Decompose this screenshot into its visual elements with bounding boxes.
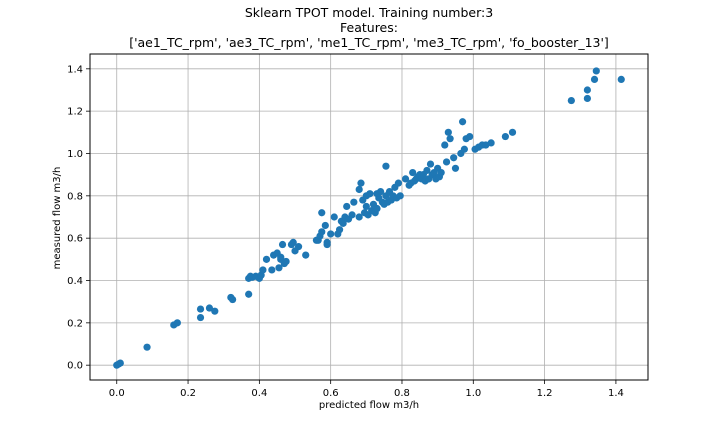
chart-title: Sklearn TPOT model. Training number:3 bbox=[245, 5, 493, 20]
data-point bbox=[143, 343, 151, 351]
data-point bbox=[335, 226, 344, 234]
y-tick-label: 0.8 bbox=[67, 191, 83, 202]
y-axis-ticks: 0.0 0.2 0.4 0.6 0.8 1.0 1.2 1.4 bbox=[67, 64, 90, 372]
data-point bbox=[259, 266, 267, 274]
data-point bbox=[289, 238, 297, 247]
data-point bbox=[275, 264, 283, 272]
data-point bbox=[318, 228, 326, 236]
data-point bbox=[277, 253, 285, 261]
data-point bbox=[401, 175, 410, 183]
data-point bbox=[321, 221, 329, 230]
data-point bbox=[318, 209, 326, 217]
data-point bbox=[487, 139, 495, 147]
data-point bbox=[376, 187, 385, 196]
data-point bbox=[348, 211, 356, 219]
data-point bbox=[330, 213, 338, 221]
x-axis-label: predicted flow m3/h bbox=[319, 400, 419, 411]
x-tick-label: 0.2 bbox=[180, 388, 196, 399]
data-point bbox=[466, 132, 474, 141]
x-tick-label: 0.8 bbox=[394, 388, 410, 399]
data-point bbox=[583, 94, 591, 103]
data-point bbox=[268, 266, 276, 274]
data-point bbox=[592, 67, 600, 75]
y-tick-label: 0.6 bbox=[67, 234, 83, 245]
data-point bbox=[196, 313, 205, 322]
x-tick-label: 1.2 bbox=[537, 388, 553, 399]
data-point bbox=[501, 132, 509, 141]
data-point bbox=[357, 179, 365, 187]
chart-subtitle-line-2: ['ae1_TC_rpm', 'ae3_TC_rpm', 'me1_TC_rpm… bbox=[129, 35, 609, 50]
y-tick-label: 1.4 bbox=[67, 64, 83, 75]
data-point bbox=[294, 243, 303, 251]
data-points bbox=[113, 67, 625, 369]
data-point bbox=[617, 75, 625, 84]
data-point bbox=[460, 145, 468, 153]
data-point bbox=[373, 204, 381, 213]
data-point bbox=[366, 190, 374, 198]
data-point bbox=[590, 75, 599, 84]
data-point bbox=[446, 135, 454, 143]
data-point bbox=[323, 240, 331, 249]
data-point bbox=[262, 255, 271, 263]
data-point bbox=[458, 118, 467, 126]
data-point bbox=[396, 192, 404, 200]
y-tick-label: 0.2 bbox=[67, 318, 83, 329]
data-point bbox=[437, 168, 445, 177]
data-point bbox=[441, 141, 449, 149]
data-point bbox=[382, 162, 390, 170]
x-axis-ticks: 0.0 0.2 0.4 0.6 0.8 1.0 1.2 1.4 bbox=[109, 380, 624, 399]
chart-subtitle-line-1: Features: bbox=[340, 20, 398, 35]
data-point bbox=[409, 168, 417, 177]
data-point bbox=[116, 359, 124, 367]
plot-area-frame bbox=[89, 53, 649, 381]
x-tick-label: 1.4 bbox=[608, 388, 624, 399]
data-point bbox=[196, 305, 205, 313]
data-point bbox=[302, 251, 310, 259]
data-point bbox=[339, 219, 347, 227]
data-point bbox=[278, 240, 287, 249]
data-point bbox=[450, 154, 458, 162]
data-point bbox=[567, 96, 575, 105]
data-point bbox=[229, 295, 237, 304]
data-point bbox=[423, 166, 431, 175]
x-tick-label: 1.0 bbox=[465, 388, 481, 399]
y-tick-label: 1.0 bbox=[67, 149, 83, 160]
y-tick-label: 1.2 bbox=[67, 107, 83, 118]
data-point bbox=[583, 86, 591, 94]
data-point bbox=[350, 198, 358, 206]
data-point bbox=[394, 179, 403, 187]
data-point bbox=[362, 202, 370, 211]
data-point bbox=[205, 304, 214, 312]
y-axis-label: measured flow m3/h bbox=[52, 167, 63, 270]
data-point bbox=[343, 202, 351, 211]
data-point bbox=[173, 319, 181, 327]
x-tick-label: 0.4 bbox=[251, 388, 267, 399]
grid bbox=[90, 54, 648, 380]
data-point bbox=[442, 158, 451, 166]
data-point bbox=[355, 185, 363, 194]
data-point bbox=[282, 257, 290, 266]
data-point bbox=[451, 164, 460, 172]
y-tick-label: 0.4 bbox=[67, 276, 83, 287]
x-tick-label: 0.0 bbox=[109, 388, 125, 399]
data-point bbox=[444, 128, 452, 136]
data-point bbox=[327, 230, 335, 238]
y-tick-label: 0.0 bbox=[67, 361, 83, 372]
x-tick-label: 0.6 bbox=[323, 388, 339, 399]
data-point bbox=[211, 307, 219, 315]
data-point bbox=[245, 290, 253, 298]
data-point bbox=[355, 213, 363, 221]
data-point bbox=[426, 160, 435, 168]
data-point bbox=[508, 128, 517, 136]
